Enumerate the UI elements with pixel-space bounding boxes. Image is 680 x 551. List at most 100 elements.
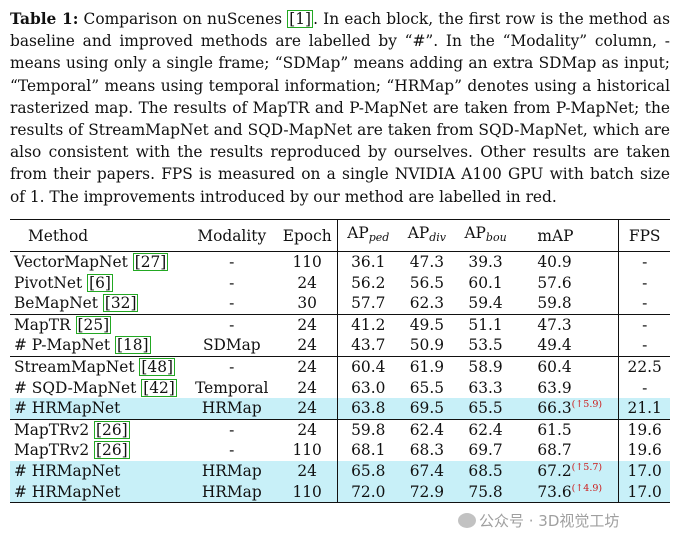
cell-ap-bou: 62.4 [468,420,503,439]
table-row: MapTR [25] - 24 41.2 49.5 51.1 47.3 - [10,314,670,336]
citation-link[interactable]: [48] [139,357,175,376]
cell-modality: HRMap [186,460,277,482]
map-value: 57.6 [537,273,572,292]
cell-map: 68.7 [515,440,620,461]
cell-modality: - [229,357,235,376]
method-name: BeMapNet [14,294,103,313]
cell-map: 61.5 [515,419,620,441]
method-name: # SQD-MapNet [14,378,142,397]
table-caption: Table 1: Comparison on nuScenes [1]. In … [10,8,670,208]
citation-link[interactable]: [18] [114,336,151,355]
cell-ap-ped: 63.0 [351,378,386,397]
cell-epoch: 24 [276,377,339,399]
header-ap-div-main: AP [407,224,430,242]
cell-ap-ped: 57.7 [351,294,386,313]
header-modality: Modality [197,226,267,245]
cell-map: 49.4 [515,335,620,357]
map-value: 61.5 [537,420,572,439]
cell-ap-bou: 51.1 [468,315,503,334]
results-table: Method Modality Epoch APped APdiv APbou … [10,219,670,503]
cell-fps: - [642,273,648,292]
map-value: 47.3 [537,315,572,334]
cell-fps: 19.6 [627,441,662,460]
table-row: BeMapNet [32] - 30 57.7 62.3 59.4 59.8 - [10,293,670,315]
cell-fps: 19.6 [627,420,662,439]
cell-fps: 22.5 [627,357,662,376]
cell-ap-div: 62.3 [409,294,445,313]
header-fps: FPS [628,226,661,245]
table-row: # HRMapNet HRMap 24 65.8 67.4 68.5 67.2(↑5.7) 1… [10,460,670,482]
cell-map: 63.9 [515,377,620,399]
cell-ap-div: 47.3 [409,253,445,271]
cell-map: 67.2(↑5.7) [515,460,620,482]
cell-map: 66.3(↑5.9) [515,398,620,420]
method-name: # HRMapNet [14,461,121,480]
cell-epoch: 110 [276,251,339,273]
map-value: 68.7 [537,441,572,460]
cell-ap-bou: 65.5 [455,398,516,420]
cell-ap-bou: 59.4 [468,294,503,313]
cell-ap-bou: 60.1 [468,273,503,292]
cell-map: 57.6 [515,272,620,294]
citation-link[interactable]: [26] [94,420,130,439]
table-row: # P-MapNet [18] SDMap 24 43.7 50.9 53.5 49.4 - [10,335,670,357]
method-name: StreamMapNet [14,357,140,376]
cell-method: # HRMapNet [10,481,187,503]
header-ap-ped: APped [338,220,398,252]
cell-modality: Temporal [195,378,269,397]
cell-modality: - [229,273,235,292]
method-name: MapTRv2 [14,420,95,439]
method-name: MapTR [14,315,76,334]
cell-ap-bou: 75.8 [455,481,516,503]
map-value: 73.6 [537,482,572,501]
table-body: VectorMapNet [27] -110 36.1 47.3 39.3 40.9- Pi… [10,251,670,503]
cell-epoch: 24 [276,314,339,336]
cell-modality: - [229,420,235,439]
header-method: Method [28,226,89,245]
table-row: MapTRv2 [26] - 24 59.8 62.4 62.4 61.5 19.6 [10,419,670,441]
citation-link[interactable]: [26] [94,441,130,460]
improvement-badge: (↑5.9) [571,399,603,411]
cell-epoch: 24 [276,335,339,357]
cell-fps: - [642,294,648,313]
header-ap-div-sub: div [429,231,447,244]
table-row: # SQD-MapNet [42] Temporal 24 63.0 65.5 63.3 6… [10,377,670,399]
cell-method: StreamMapNet [48] [10,356,187,377]
citation-link[interactable]: [25] [75,315,112,334]
improvement-badge: (↑4.9) [571,482,603,494]
cell-ap-bou: 69.7 [468,441,503,460]
citation-link[interactable]: [27] [132,253,169,271]
cell-ap-div: 68.3 [409,441,445,460]
citation-link[interactable]: [6] [87,273,113,292]
map-value: 60.4 [537,357,572,376]
cell-method: MapTRv2 [26] [10,440,187,461]
citation-link[interactable]: [42] [141,378,177,397]
map-value: 66.3 [537,399,572,418]
improvement-badge: (↑5.7) [571,461,603,473]
method-name: # HRMapNet [14,482,121,501]
watermark: 公众号 · 3D视觉工坊 [458,510,619,531]
cell-ap-ped: 41.2 [351,315,386,334]
citation-link[interactable]: [1] [287,10,314,28]
cell-ap-ped: 36.1 [351,253,386,271]
cell-method: MapTR [25] [10,314,187,335]
cell-ap-div: 62.4 [409,420,445,439]
cell-ap-bou: 53.5 [468,336,503,355]
cell-map: 40.9 [515,251,620,273]
cell-modality: SDMap [202,336,261,355]
cell-modality: - [229,441,235,460]
cell-ap-ped: 65.8 [337,460,399,482]
method-name: # HRMapNet [14,399,121,418]
citation-link[interactable]: [32] [102,294,139,313]
cell-ap-div: 69.5 [398,398,456,420]
table-row: VectorMapNet [27] - 110 36.1 47.3 39.3 40.9 - [10,251,670,273]
cell-fps: - [642,378,648,397]
cell-modality: - [229,253,235,271]
header-ap-div: APdiv [398,220,456,252]
table-row: # HRMapNet HRMap 110 72.0 72.9 75.8 73.6(↑4.9)… [10,481,670,503]
cell-ap-div: 49.5 [409,315,445,334]
cell-method: MapTRv2 [26] [10,419,187,440]
cell-ap-bou: 39.3 [468,253,503,271]
cell-method: # HRMapNet [10,398,187,420]
cell-epoch: 24 [276,272,339,294]
